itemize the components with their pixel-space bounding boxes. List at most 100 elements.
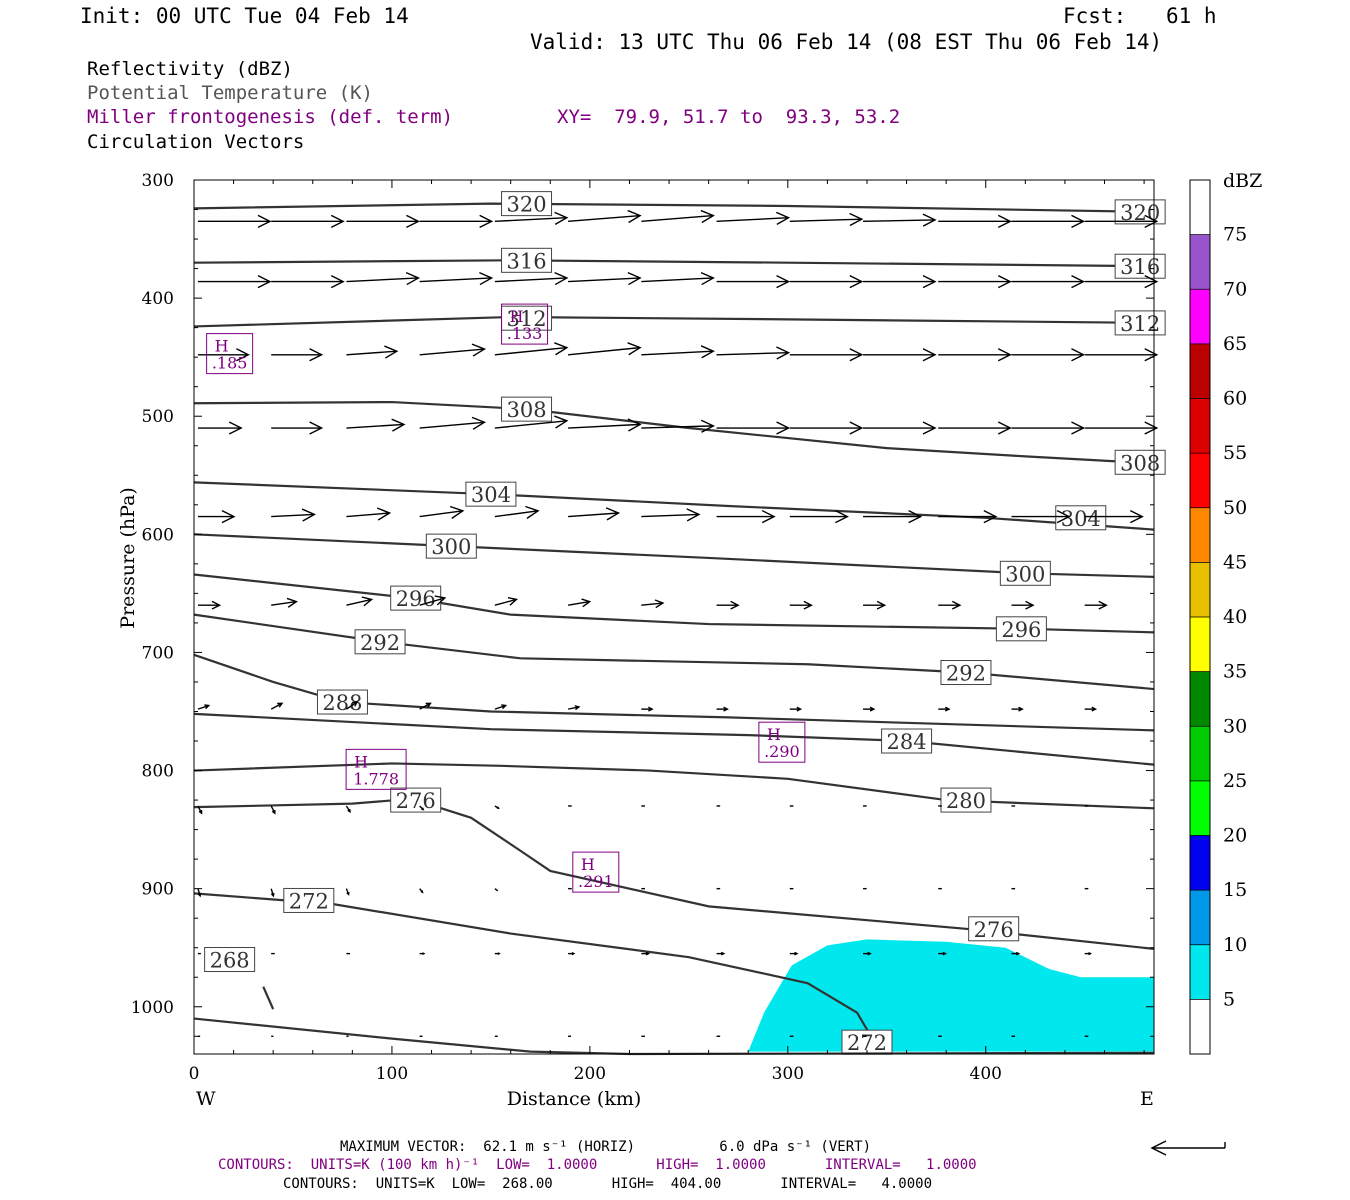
- vector-shaft: [346, 277, 419, 283]
- theta-contour-316: [193, 259, 1155, 268]
- circulation-vector: [716, 509, 776, 524]
- circulation-vector: [1011, 274, 1086, 289]
- circulation-vector: [271, 348, 324, 362]
- vector-head: [908, 509, 923, 524]
- y-tick-label: 1000: [131, 998, 174, 1018]
- theta-label-box: [390, 585, 442, 611]
- colorbar-segment: [1190, 617, 1210, 672]
- y-tick-label: 700: [142, 643, 174, 663]
- circulation-vector: [419, 505, 465, 519]
- field-frontogenesis: Miller frontogenesis (def. term): [87, 106, 454, 128]
- circulation-vector: [419, 595, 447, 606]
- vector-head: [761, 509, 776, 524]
- circulation-vector: [568, 951, 576, 956]
- theta-label-box: [999, 560, 1051, 586]
- circulation-vector: [419, 805, 425, 811]
- vector-shaft: [419, 277, 492, 283]
- theta-label-box: [968, 916, 1020, 942]
- fronto-max-value: .291: [578, 872, 614, 891]
- vector-shaft: [641, 425, 714, 429]
- colorbar-label: 60: [1223, 388, 1247, 410]
- field-vectors: Circulation Vectors: [87, 131, 305, 153]
- x-tick-label: 0: [189, 1064, 200, 1084]
- theta-label: 304: [1061, 507, 1101, 531]
- colorbar-label: 35: [1223, 661, 1247, 683]
- circulation-vector: [197, 600, 222, 610]
- init-time: Init: 00 UTC Tue 04 Feb 14: [80, 4, 409, 28]
- y-tick-label: 800: [142, 762, 174, 782]
- circulation-vector: [346, 271, 420, 286]
- fronto-max-box: [345, 748, 407, 790]
- theta-label-box: [465, 481, 517, 507]
- circulation-vector: [494, 888, 499, 892]
- vector-shaft: [641, 513, 699, 518]
- theta-contour-300: [193, 533, 1155, 578]
- theta-contour-312: [193, 315, 1155, 328]
- vector-head: [1015, 951, 1021, 956]
- vector-head: [471, 343, 487, 357]
- circulation-vector: [716, 600, 740, 610]
- vector-head: [627, 209, 642, 224]
- vector-head: [425, 702, 432, 708]
- fronto-max-value: .133: [507, 324, 543, 343]
- vector-head: [471, 416, 487, 430]
- circulation-vector: [641, 706, 654, 712]
- circulation-vector: [197, 421, 243, 435]
- vector-head: [497, 952, 501, 955]
- vector-head: [228, 421, 243, 435]
- vector-shaft: [346, 598, 372, 606]
- theta-label: 280: [946, 789, 986, 813]
- theta-label-box: [1114, 199, 1166, 225]
- vector-head: [1071, 214, 1086, 228]
- colorbar-label: 50: [1223, 497, 1247, 519]
- vector-head: [700, 419, 715, 433]
- vector-head: [376, 507, 392, 521]
- circulation-vector: [346, 507, 392, 521]
- circulation-vector: [346, 596, 374, 607]
- circulation-vector: [863, 509, 923, 524]
- fronto-max-value: 1.778: [353, 769, 399, 788]
- theta-label-box: [1114, 449, 1166, 475]
- theta-label: 292: [946, 662, 986, 686]
- vector-shaft: [494, 420, 567, 429]
- vector-head: [257, 214, 272, 228]
- vector-head: [198, 810, 203, 815]
- vector-head: [627, 418, 642, 432]
- circulation-vector: [271, 274, 345, 289]
- vector-shaft: [419, 510, 463, 518]
- circulation-vector: [271, 508, 316, 522]
- circulation-vector: [789, 706, 803, 712]
- vector-head: [803, 600, 813, 610]
- vector-shaft: [419, 597, 446, 606]
- vector-head: [951, 600, 962, 610]
- circulation-vector: [1011, 509, 1071, 524]
- circulation-vector: [419, 416, 487, 430]
- vector-shaft: [346, 423, 405, 429]
- vector-head: [554, 342, 569, 356]
- vector-shaft: [346, 512, 390, 518]
- reflectivity-area: [748, 939, 1154, 1052]
- circulation-vector: [197, 704, 211, 710]
- circulation-vector: [641, 271, 715, 286]
- colorbar-label: 65: [1223, 333, 1247, 355]
- theta-contour-320: [193, 202, 1155, 213]
- colorbar-label: 25: [1223, 770, 1247, 792]
- fronto-max-value: .290: [764, 742, 800, 761]
- circulation-vector: [938, 509, 998, 524]
- vector-head: [723, 706, 729, 712]
- circulation-vector: [346, 345, 399, 359]
- theta-label: 296: [396, 587, 436, 611]
- colorbar-segment: [1190, 453, 1210, 508]
- colorbar-segment: [1190, 343, 1210, 399]
- reference-vector-arrow: [1150, 1140, 1226, 1156]
- vector-head: [1056, 509, 1071, 524]
- circulation-vector: [346, 214, 420, 228]
- circulation-vector: [863, 600, 887, 610]
- vector-head: [942, 951, 948, 956]
- theta-label-box: [425, 533, 477, 559]
- theta-contour-292: [193, 613, 1155, 691]
- circulation-vector: [789, 348, 864, 362]
- circulation-vector: [716, 211, 791, 225]
- y-tick-label: 500: [142, 407, 174, 427]
